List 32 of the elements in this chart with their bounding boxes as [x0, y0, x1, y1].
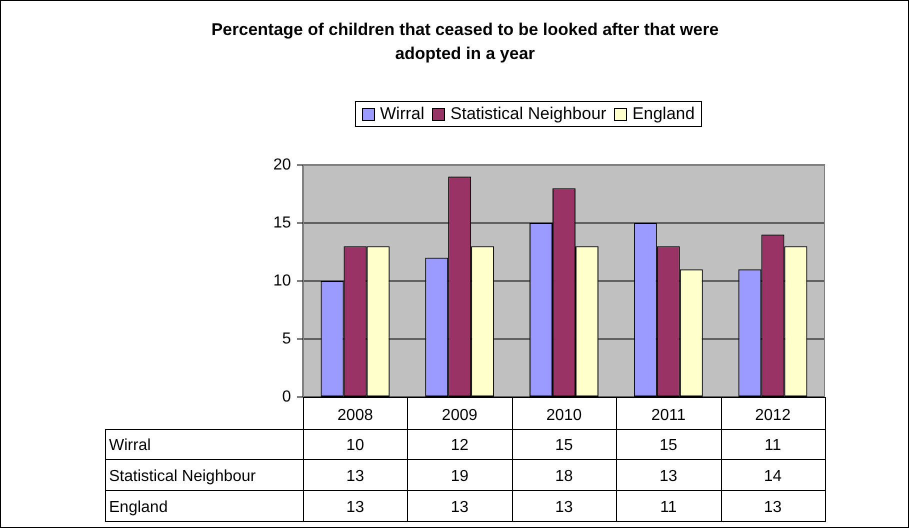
y-tick-label: 20 [273, 156, 292, 174]
data-label: 15 [555, 436, 573, 454]
data-label: 13 [660, 468, 678, 485]
legend-label: Statistical Neighbour [450, 104, 606, 124]
y-tick-label: 5 [282, 330, 292, 348]
y-tick-label: 15 [273, 214, 292, 232]
chart-title: Percentage of children that ceased to be looked after that were adopted in a year [210, 19, 720, 65]
x-tick-label: 2012 [755, 407, 791, 424]
data-label: 14 [764, 468, 782, 485]
legend-label: England [632, 104, 695, 124]
text: Wirral [109, 436, 151, 454]
data-label: 12 [450, 436, 469, 454]
data-label: 13 [346, 468, 364, 485]
x-tick-label: 2009 [442, 407, 478, 424]
data-label: 11 [764, 436, 782, 454]
text: England [109, 498, 168, 516]
legend-label: Wirral [380, 104, 424, 124]
data-label: 13 [555, 498, 573, 516]
data-label: 18 [555, 468, 573, 485]
data-label: 19 [450, 468, 469, 485]
data-label: 15 [660, 436, 678, 454]
data-label: 10 [346, 436, 364, 454]
text: Statistical Neighbour [109, 468, 256, 485]
data-label: 13 [450, 498, 469, 516]
data-label: 13 [764, 498, 782, 516]
data-label: 13 [346, 498, 364, 516]
x-tick-label: 2011 [651, 407, 686, 424]
y-tick-label: 0 [282, 388, 292, 406]
y-tick-label: 10 [273, 272, 292, 290]
x-tick-label: 2008 [337, 407, 374, 424]
data-label: 11 [660, 498, 677, 516]
x-tick-label: 2010 [546, 407, 582, 424]
